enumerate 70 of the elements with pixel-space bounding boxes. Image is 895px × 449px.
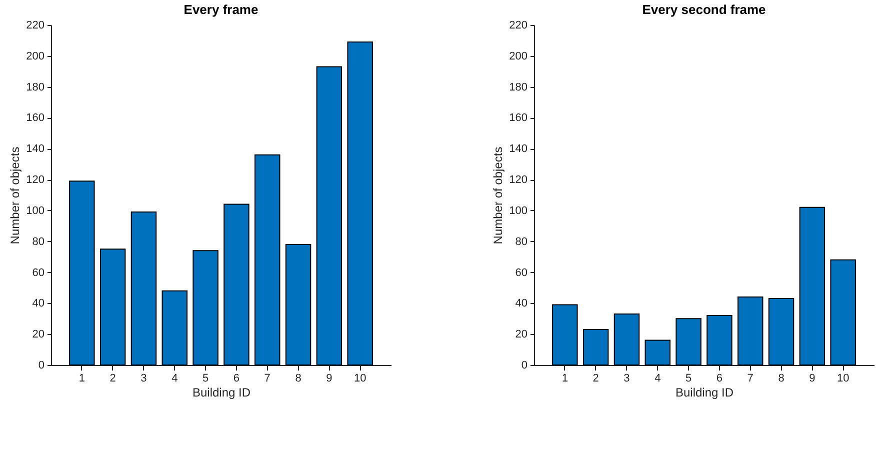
bar bbox=[706, 315, 732, 366]
bar bbox=[100, 248, 126, 366]
bar bbox=[130, 212, 157, 366]
y-tick-label: 220 bbox=[26, 20, 44, 32]
x-tick-label: 1 bbox=[562, 372, 568, 384]
y-tick-label: 100 bbox=[509, 204, 528, 217]
x-axis-title: Building ID bbox=[192, 386, 251, 400]
bar bbox=[644, 340, 670, 366]
y-tick-label: 180 bbox=[26, 81, 44, 94]
x-tick-label: 10 bbox=[354, 372, 366, 384]
bar bbox=[316, 66, 342, 366]
x-tick-label: 1 bbox=[78, 372, 85, 384]
chart-title: Every frame bbox=[184, 2, 258, 17]
bar bbox=[830, 259, 856, 366]
bar bbox=[162, 290, 188, 366]
y-tick-label: 20 bbox=[515, 328, 528, 341]
y-tick-label: 160 bbox=[509, 112, 528, 124]
y-tick-label: 40 bbox=[515, 298, 528, 310]
x-tick-label: 7 bbox=[747, 372, 754, 384]
y-axis-title: Number of objects bbox=[8, 146, 22, 244]
chart-title: Every second frame bbox=[642, 2, 766, 17]
x-axis-title: Building ID bbox=[675, 386, 734, 400]
bar bbox=[224, 204, 250, 366]
bar bbox=[582, 328, 609, 366]
bar bbox=[69, 180, 95, 366]
y-tick-label: 140 bbox=[26, 143, 44, 156]
x-tick-label: 4 bbox=[172, 372, 178, 384]
bar bbox=[799, 206, 826, 366]
y-tick-label: 200 bbox=[509, 50, 528, 62]
x-tick-label: 2 bbox=[592, 372, 599, 384]
x-tick-label: 4 bbox=[654, 372, 661, 384]
x-tick-label: 5 bbox=[685, 372, 692, 384]
x-tick-label: 2 bbox=[110, 372, 116, 384]
y-tick-label: 40 bbox=[32, 298, 44, 310]
x-tick-label: 6 bbox=[716, 372, 723, 384]
bar bbox=[254, 154, 280, 366]
x-tick-label: 5 bbox=[202, 372, 209, 384]
y-axis-title: Number of objects bbox=[491, 146, 506, 244]
y-tick-label: 120 bbox=[26, 174, 44, 186]
x-tick-label: 8 bbox=[295, 372, 302, 384]
x-tick-label: 3 bbox=[140, 372, 147, 384]
y-tick-label: 160 bbox=[26, 112, 44, 124]
y-tick-label: 120 bbox=[509, 174, 528, 186]
x-tick-label: 9 bbox=[809, 372, 816, 384]
bar bbox=[552, 304, 578, 366]
y-tick-label: 80 bbox=[515, 236, 528, 248]
y-tick-label: 80 bbox=[32, 236, 44, 248]
y-tick-label: 100 bbox=[26, 204, 44, 217]
bar bbox=[614, 314, 640, 366]
y-tick-label: 60 bbox=[515, 266, 528, 279]
x-tick-label: 10 bbox=[836, 372, 850, 384]
y-tick-label: 220 bbox=[509, 20, 528, 32]
y-tick-label: 180 bbox=[509, 81, 528, 94]
y-tick-label: 140 bbox=[509, 143, 528, 156]
x-tick-label: 6 bbox=[233, 372, 240, 384]
bar bbox=[347, 42, 373, 366]
bar bbox=[768, 298, 794, 366]
y-tick-label: 0 bbox=[521, 360, 528, 372]
y-tick-label: 200 bbox=[26, 50, 44, 62]
bar bbox=[285, 244, 312, 366]
x-tick-label: 8 bbox=[778, 372, 784, 384]
y-tick-label: 60 bbox=[32, 266, 44, 279]
y-tick-label: 0 bbox=[38, 360, 44, 372]
x-tick-label: 9 bbox=[326, 372, 332, 384]
x-tick-label: 3 bbox=[624, 372, 630, 384]
bar bbox=[676, 318, 702, 366]
bar bbox=[192, 250, 218, 366]
y-tick-label: 20 bbox=[32, 328, 44, 341]
bar bbox=[738, 296, 764, 366]
x-tick-label: 7 bbox=[264, 372, 270, 384]
